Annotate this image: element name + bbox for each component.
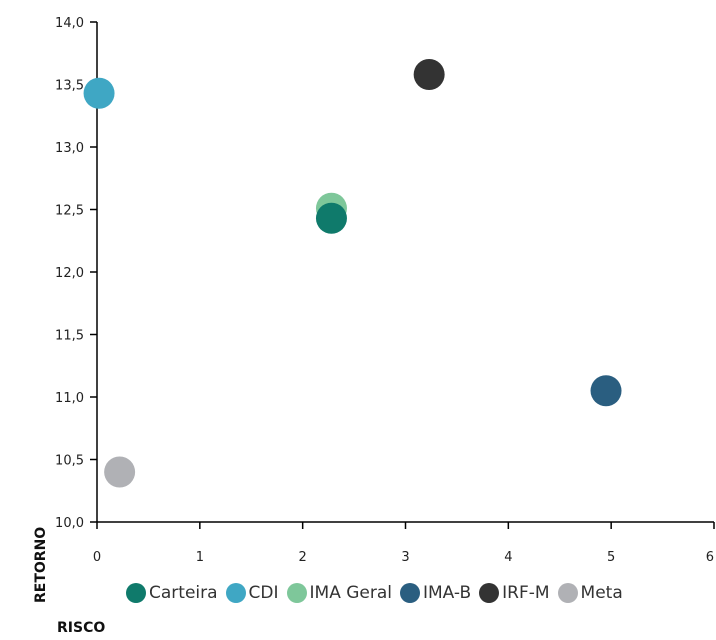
y-axis-title: RETORNO (33, 527, 49, 603)
legend-item-ima-geral: IMA Geral (286, 583, 392, 603)
legend-item-cdi: CDI (225, 583, 279, 603)
data-point-irf-m (413, 59, 445, 90)
data-point-meta (104, 456, 136, 488)
data-point-ima-b (590, 375, 622, 407)
data-point-cdi (83, 77, 115, 109)
legend-swatch (225, 583, 246, 603)
y-tick-label: 14,0 (55, 16, 84, 31)
legend-swatch (557, 583, 578, 603)
legend-label: IRF-M (502, 583, 550, 603)
legend-swatch (286, 583, 307, 603)
x-axis-ticks: 0 1 2 3 4 5 6 (93, 522, 715, 565)
data-point-carteira (315, 202, 347, 234)
axes (96, 22, 714, 523)
y-tick-label: 12,0 (55, 266, 84, 281)
x-axis-title: RISCO (57, 620, 106, 636)
y-tick-label: 13,0 (55, 141, 84, 156)
x-tick-label: 4 (504, 550, 512, 565)
y-tick-label: 11,0 (55, 391, 84, 406)
y-tick-label: 10,5 (55, 454, 84, 469)
y-tick-label: 12,5 (55, 204, 84, 219)
legend-label: IMA Geral (309, 583, 392, 603)
x-tick-label: 6 (706, 550, 714, 565)
x-tick-label: 3 (401, 550, 409, 565)
legend-label: Meta (580, 583, 623, 603)
legend-label: CDI (248, 583, 279, 603)
x-tick-label: 5 (607, 550, 615, 565)
x-tick-label: 1 (196, 550, 204, 565)
y-tick-label: 13,5 (55, 79, 84, 94)
legend-label: IMA-B (423, 583, 472, 603)
legend-item-carteira: Carteira (126, 583, 218, 603)
legend-item-meta: Meta (557, 583, 623, 603)
x-tick-label: 0 (93, 550, 101, 565)
legend-swatch (126, 583, 146, 603)
legend-item-irf-m: IRF-M (479, 583, 550, 603)
y-axis-ticks: 10,0 10,5 11,0 11,5 12,0 12,5 13,0 13,5 14,0 (55, 16, 97, 531)
legend-item-ima-b: IMA-B (400, 583, 471, 603)
legend-swatch (400, 583, 420, 603)
y-tick-label: 10,0 (55, 516, 84, 531)
x-tick-label: 2 (299, 550, 307, 565)
legend: Carteira CDI IMA Geral IMA-B IRF-M Meta (126, 583, 631, 603)
legend-swatch (479, 583, 500, 603)
data-points (83, 59, 622, 488)
legend-label: Carteira (149, 583, 218, 603)
y-tick-label: 11,5 (55, 329, 84, 344)
